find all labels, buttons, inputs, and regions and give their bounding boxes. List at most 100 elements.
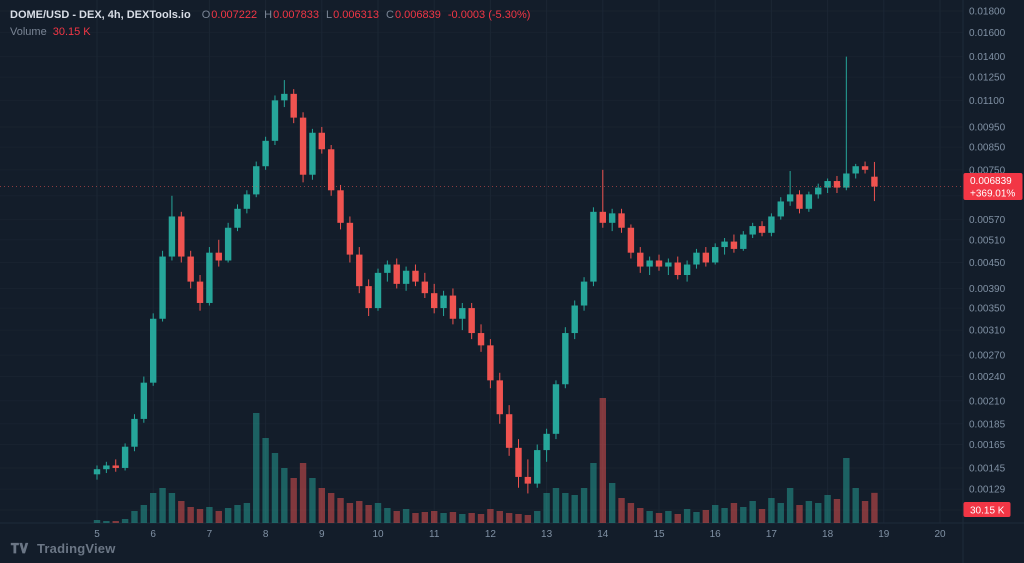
candle-body: [356, 254, 363, 287]
volume-bar: [131, 511, 138, 523]
candle-body: [412, 270, 419, 282]
candle-body: [543, 433, 550, 451]
volume-label: Volume: [10, 26, 47, 38]
volume-bar: [290, 478, 297, 523]
volume-bar: [599, 398, 606, 523]
candle-body: [402, 270, 410, 284]
time-tick-label: 13: [541, 529, 553, 540]
volume-bar: [402, 509, 410, 523]
candle-body: [384, 264, 391, 273]
candle-body: [786, 194, 794, 202]
candle-body: [852, 166, 859, 174]
candle-body: [599, 211, 606, 223]
time-tick-label: 12: [485, 529, 497, 540]
tradingview-wordmark: TradingView: [37, 541, 116, 556]
candle-body: [281, 93, 288, 101]
time-tick-label: 20: [934, 529, 946, 540]
volume-bar: [299, 463, 307, 523]
volume-bar: [646, 511, 653, 523]
volume-bar: [571, 495, 578, 523]
candle-body: [224, 227, 232, 261]
candle-body: [449, 295, 457, 319]
open-label: O: [201, 9, 211, 21]
candle-body: [805, 194, 813, 209]
volume-bar: [749, 501, 756, 523]
volume-bar: [580, 488, 588, 523]
symbol-title[interactable]: DOME/USD - DEX, 4h, DEXTools.io: [10, 9, 191, 21]
volume-bar: [477, 514, 485, 523]
candle-body: [103, 465, 110, 470]
volume-bar: [103, 521, 110, 523]
time-tick-label: 10: [372, 529, 384, 540]
volume-bar: [459, 514, 466, 523]
volume-bar: [627, 503, 635, 523]
volume-bar: [262, 438, 269, 523]
volume-bar: [740, 507, 747, 523]
candle-body: [580, 281, 588, 306]
volume-bar: [562, 493, 569, 523]
time-axis[interactable]: [0, 523, 1024, 563]
current-price-badge-bg: [963, 173, 1023, 201]
volume-bar: [861, 501, 869, 523]
price-tick-label: 0.00165: [969, 440, 1006, 451]
candle-body: [665, 262, 672, 267]
candle-body: [562, 333, 569, 385]
price-axis[interactable]: [963, 0, 1024, 523]
candle-body: [168, 216, 176, 257]
candle-body: [262, 140, 269, 167]
current-price-badge-price: 0.006839: [970, 176, 1012, 187]
candle-body: [253, 166, 260, 195]
price-tick-label: 0.01250: [969, 73, 1006, 84]
tradingview-attribution[interactable]: TradingView: [10, 541, 116, 556]
change-value: -0.0003 (-5.30%): [447, 9, 531, 21]
candle-body: [150, 318, 157, 383]
volume-bar: [665, 511, 672, 523]
candle-body: [590, 211, 597, 282]
volume-bar: [524, 515, 532, 523]
volume-bar: [618, 498, 625, 523]
time-tick-label: 17: [766, 529, 778, 540]
volume-bar: [215, 511, 222, 523]
candle-body: [234, 208, 241, 228]
volume-bar: [758, 509, 766, 523]
candle-body: [271, 100, 279, 141]
volume-bar: [608, 483, 616, 523]
candle-body: [112, 465, 119, 468]
candle-body: [459, 308, 466, 319]
candle-body: [346, 222, 354, 255]
candle-body: [871, 176, 878, 187]
candle-body: [496, 380, 503, 415]
candle-body: [468, 308, 475, 334]
candle-body: [758, 226, 766, 233]
candle-body: [515, 447, 522, 477]
candle-body: [206, 252, 213, 303]
volume-bar: [309, 478, 316, 523]
time-tick-label: 15: [653, 529, 665, 540]
volume-badge: 30.15 K: [963, 502, 1011, 517]
volume-bar: [374, 503, 382, 523]
candle-body: [299, 117, 307, 175]
volume-bar: [552, 488, 560, 523]
volume-badge-bg: [963, 502, 1011, 517]
volume-bar: [702, 510, 710, 523]
current-price-badge: 0.006839 +369.01%: [963, 173, 1023, 201]
candle-body: [608, 213, 616, 223]
volume-bar: [281, 468, 288, 523]
volume-bar: [168, 493, 176, 523]
volume-bar: [674, 514, 681, 523]
volume-bar: [655, 513, 663, 523]
volume-bar: [768, 498, 775, 523]
candle-body: [215, 252, 222, 261]
candle-body: [721, 241, 728, 248]
volume-bar: [412, 513, 419, 523]
volume-bar: [253, 413, 260, 523]
volume-bar: [234, 505, 241, 523]
candle-body: [627, 227, 635, 253]
price-tick-label: 0.01400: [969, 52, 1006, 63]
volume-bar: [505, 513, 513, 523]
volume-bar: [393, 511, 400, 523]
candle-body: [309, 132, 316, 175]
volume-bar: [224, 508, 232, 523]
candle-body: [140, 382, 148, 419]
